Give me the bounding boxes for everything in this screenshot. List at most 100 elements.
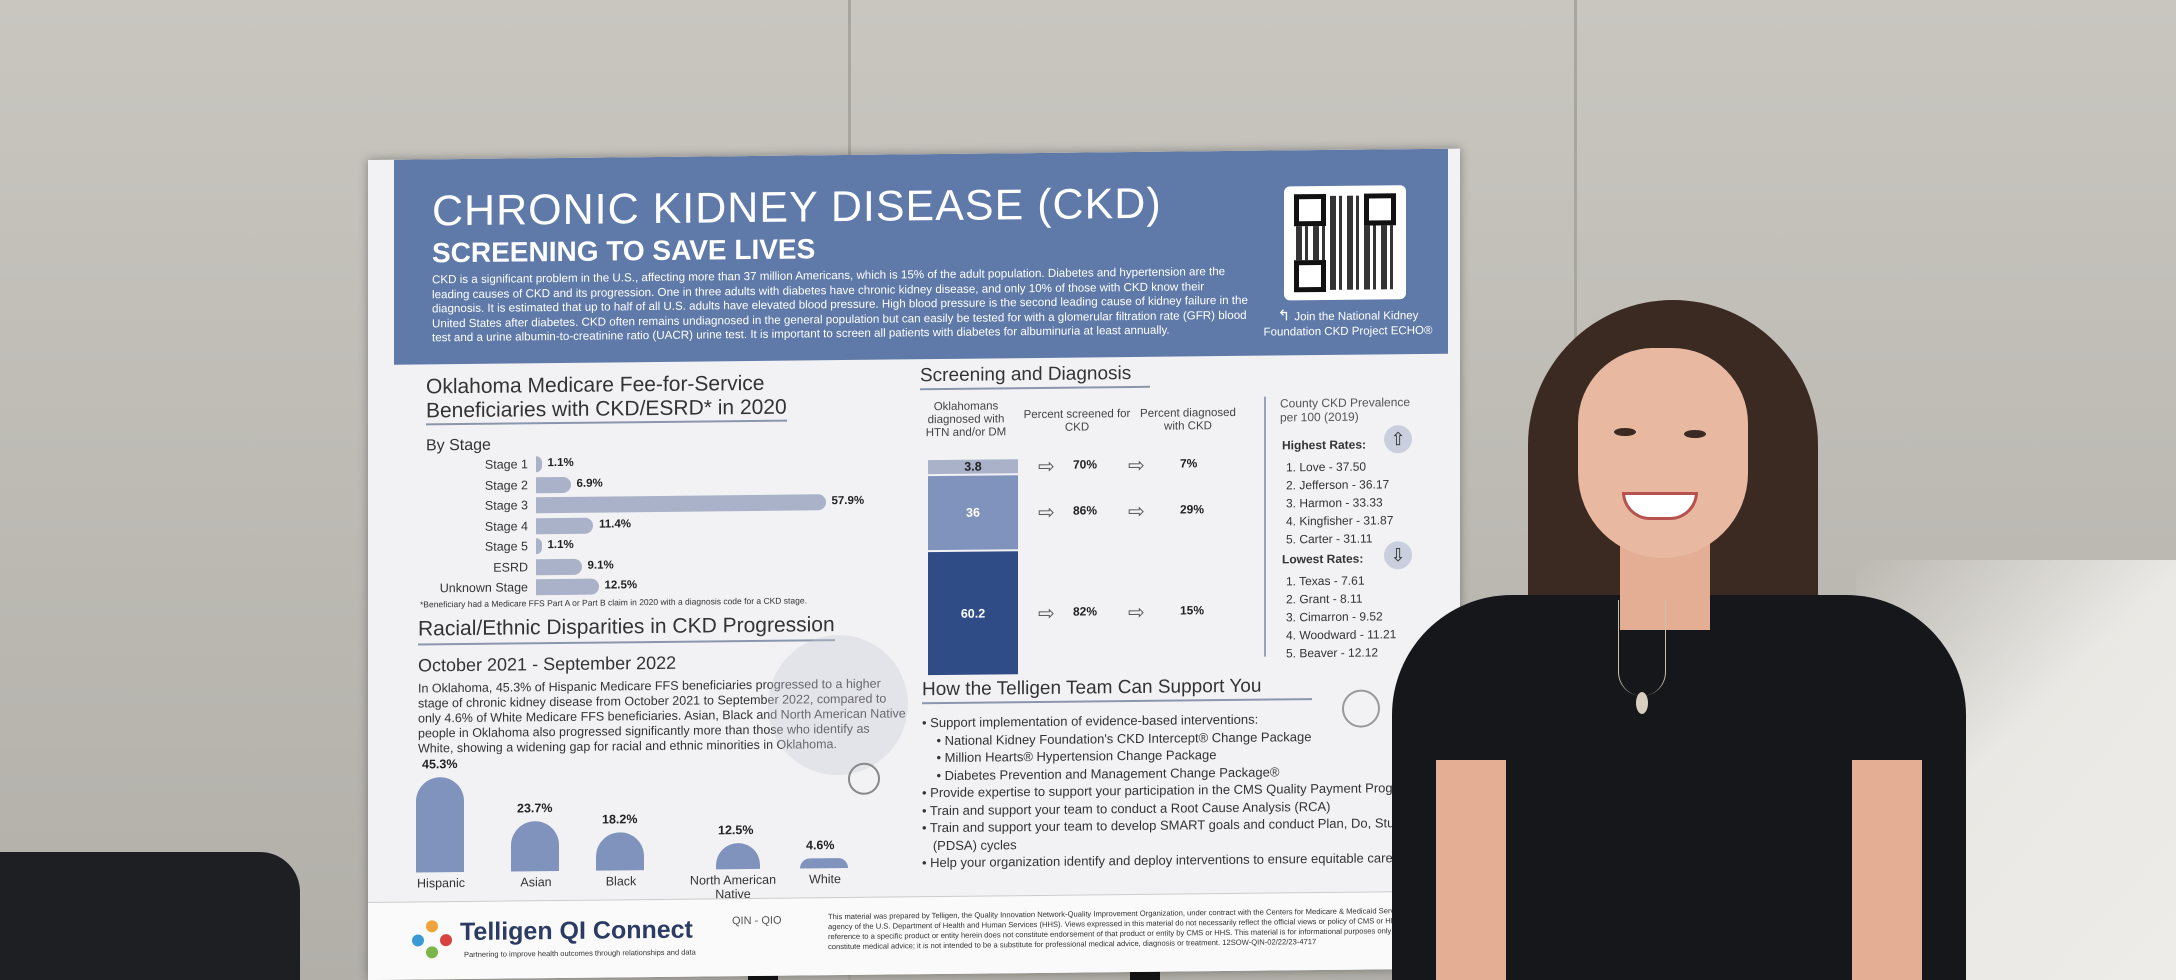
county-title: County CKD Prevalence per 100 (2019)	[1280, 395, 1411, 425]
person-eye	[1684, 430, 1706, 438]
qr-corner	[1364, 193, 1396, 226]
arrow-right-icon: ⇨	[1038, 602, 1055, 625]
stack-segment: 36	[928, 475, 1018, 550]
arch-value: 4.6%	[806, 838, 835, 853]
stage-bar-value: 9.1%	[587, 558, 614, 572]
county-divider	[1264, 396, 1266, 657]
arch-value: 23.7%	[517, 801, 553, 816]
qr-caption: ↰ Join the National Kidney Foundation CK…	[1263, 307, 1433, 339]
stack-segment: 3.8	[928, 459, 1018, 475]
percent-screened: 86%	[1073, 503, 1098, 518]
racial-period: October 2021 - September 2022	[418, 652, 677, 676]
stage-label: Unknown Stage	[439, 580, 528, 596]
percent-diagnosed: 15%	[1180, 602, 1205, 617]
poster-footer: Telligen QI Connect Partnering to improv…	[368, 890, 1460, 980]
stage-bar-value: 57.9%	[831, 494, 865, 508]
support-title: How the Telligen Team Can Support You	[922, 674, 1312, 705]
stage-bar-value: 11.4%	[599, 517, 631, 531]
arch-bar	[416, 776, 464, 873]
decorative-ring	[848, 762, 880, 795]
up-arrow-icon: ⇧	[1384, 425, 1412, 454]
stage-label: Stage 1	[484, 457, 528, 472]
county-item: 5. Carter - 31.11	[1286, 531, 1373, 547]
county-item: 1. Texas - 7.61	[1286, 573, 1365, 589]
county-item: 3. Harmon - 33.33	[1286, 495, 1383, 511]
table	[0, 852, 300, 980]
percent-diagnosed: 7%	[1180, 456, 1198, 471]
person-eye	[1614, 428, 1636, 436]
decorative-circle	[768, 634, 908, 776]
county-highest-label: Highest Rates:	[1282, 437, 1367, 453]
screening-col-oklahomans: Oklahomans diagnosed with HTN and/or DM	[925, 400, 1007, 440]
county-item: 4. Kingfisher - 31.87	[1286, 513, 1394, 529]
arch-label: Asian	[520, 875, 552, 890]
racial-title: Racial/Ethnic Disparities in CKD Progres…	[418, 613, 835, 646]
telligen-logo-icon	[412, 920, 452, 960]
person-smile	[1622, 492, 1698, 520]
poster: CHRONIC KIDNEY DISEASE (CKD) SCREENING T…	[368, 148, 1460, 980]
qr-corner	[1294, 259, 1326, 293]
arrow-right-icon: ⇨	[1128, 500, 1145, 523]
telligen-tagline: Partnering to improve health outcomes th…	[464, 947, 696, 959]
person-arm-left	[1436, 760, 1506, 980]
arch-bar	[596, 831, 644, 871]
arch-label: White	[809, 872, 841, 887]
screening-col-diagnosed: Percent diagnosed with CKD	[1140, 406, 1236, 433]
stage-bar	[536, 494, 826, 514]
percent-diagnosed: 29%	[1180, 502, 1205, 517]
stage-label: Stage 2	[484, 477, 528, 493]
stage-label: Stage 4	[484, 518, 528, 534]
county-item: 5. Beaver - 12.12	[1286, 645, 1379, 661]
medicare-footnote: *Beneficiary had a Medicare FFS Part A o…	[420, 595, 807, 610]
county-item: 1. Love - 37.50	[1286, 459, 1367, 475]
stage-bar-value: 6.9%	[576, 477, 603, 490]
poster-intro: CKD is a significant problem in the U.S.…	[432, 265, 1248, 345]
county-lowest-label: Lowest Rates:	[1282, 551, 1364, 567]
arch-value: 45.3%	[422, 756, 458, 772]
down-arrow-icon: ⇩	[1384, 541, 1412, 570]
county-item: 4. Woodward - 11.21	[1286, 627, 1397, 643]
telligen-logo-text: Telligen QI Connect	[460, 915, 693, 947]
arrow-right-icon: ⇨	[1038, 501, 1055, 524]
stage-bar	[536, 578, 599, 596]
decorative-ring	[1342, 689, 1380, 728]
stage-bar-value: 1.1%	[547, 538, 574, 552]
stage-bar-value: 1.1%	[547, 456, 574, 470]
arch-label: Hispanic	[417, 875, 465, 891]
necklace-pendant	[1636, 692, 1648, 714]
percent-screened: 70%	[1073, 457, 1098, 472]
arch-value: 18.2%	[602, 811, 638, 827]
arch-value: 12.5%	[718, 822, 754, 838]
county-item: 3. Cimarron - 9.52	[1286, 609, 1383, 625]
person-arm-right	[1852, 760, 1922, 980]
arrow-right-icon: ⇨	[1128, 601, 1145, 624]
necklace-chain	[1618, 600, 1666, 696]
county-item: 2. Grant - 8.11	[1286, 591, 1363, 607]
poster-subtitle: SCREENING TO SAVE LIVES	[432, 233, 816, 269]
arrow-right-icon: ⇨	[1038, 455, 1055, 478]
footer-disclaimer: This material was prepared by Telligen, …	[828, 905, 1445, 952]
curved-arrow-icon: ↰	[1277, 307, 1295, 325]
qr-code-icon	[1284, 185, 1406, 301]
person-face	[1578, 348, 1748, 558]
stage-label: Stage 3	[484, 498, 528, 513]
arch-bar	[511, 821, 559, 872]
arch-bar	[800, 858, 848, 869]
qin-qio-label: QIN - QIO	[732, 914, 782, 928]
county-item: 2. Jefferson - 36.17	[1286, 477, 1390, 493]
stage-label: ESRD	[493, 559, 528, 575]
stage-bar	[536, 538, 542, 555]
poster-banner: CHRONIC KIDNEY DISEASE (CKD) SCREENING T…	[394, 148, 1448, 365]
stage-bar-value: 12.5%	[604, 579, 638, 592]
screening-col-screened: Percent screened for CKD	[1023, 408, 1131, 434]
arrow-right-icon: ⇨	[1128, 454, 1145, 478]
stage-bar	[536, 476, 571, 493]
qr-corner	[1294, 193, 1326, 227]
support-bullets: • Support implementation of evidence-bas…	[922, 709, 1442, 872]
medicare-title: Oklahoma Medicare Fee-for-Service Benefi…	[426, 372, 787, 426]
screening-title: Screening and Diagnosis	[920, 361, 1150, 391]
arch-bar	[716, 842, 760, 870]
stage-bar	[536, 558, 582, 575]
stage-label: Stage 5	[484, 539, 528, 554]
arch-label: Black	[605, 874, 637, 889]
